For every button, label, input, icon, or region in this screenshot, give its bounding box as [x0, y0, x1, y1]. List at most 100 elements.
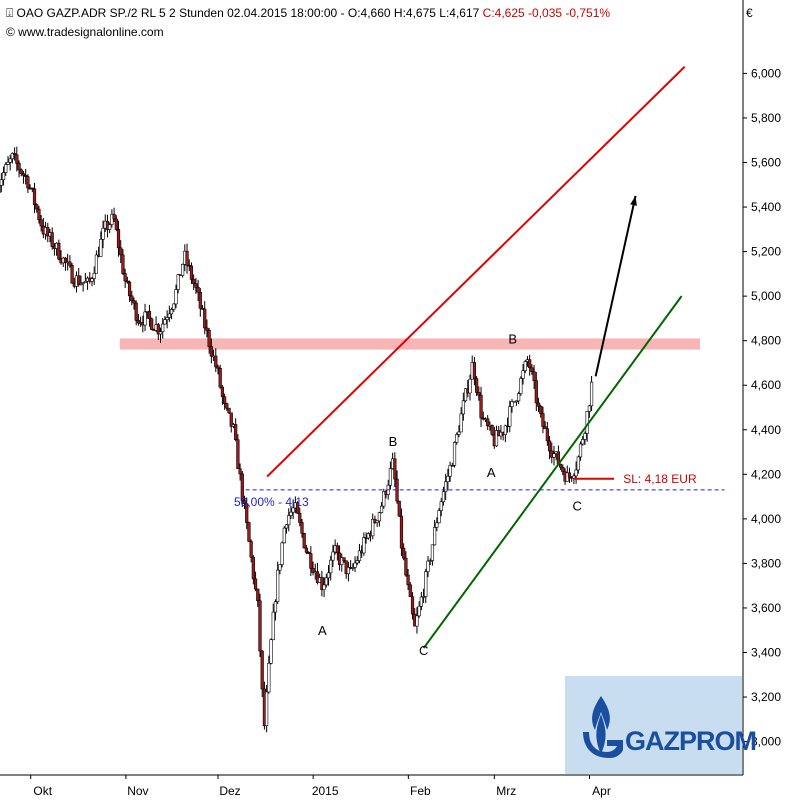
candle-body [371, 518, 375, 537]
candle-body [578, 443, 583, 458]
candle-body [68, 261, 72, 266]
x-tick-label: Apr [592, 784, 611, 798]
candle-body [57, 242, 61, 260]
candle-body [273, 601, 278, 613]
candle-body [32, 188, 37, 206]
y-tick-label: 5,800 [751, 111, 781, 125]
candle-body [534, 380, 538, 404]
candle-body [472, 362, 477, 379]
candle-body [189, 265, 194, 280]
candle-body [379, 505, 384, 513]
candle-body [181, 264, 185, 276]
candle-body [110, 213, 114, 225]
candle-body [207, 329, 211, 347]
candle-body [448, 465, 452, 477]
candle-body [99, 239, 103, 257]
candle-body [494, 430, 499, 447]
candle-body [119, 247, 123, 256]
candle-body [284, 524, 289, 529]
candle-body [249, 541, 253, 558]
projection-arrow-head [630, 195, 637, 206]
y-tick-label: 5,200 [751, 245, 781, 259]
candle-body [552, 453, 556, 458]
candle-body [265, 691, 269, 727]
candle-body [309, 553, 313, 569]
candle-body [326, 572, 331, 579]
trend-lines-layer [245, 66, 725, 649]
candle-body [267, 662, 271, 693]
lower-channel [422, 295, 683, 649]
candle-body [444, 481, 448, 492]
candle-body [320, 577, 324, 591]
candle-body [355, 560, 359, 564]
y-tick-label: 3,600 [751, 601, 781, 615]
candle-body [302, 533, 306, 549]
annotation-label: B [389, 434, 398, 449]
candle-body [276, 569, 280, 602]
candle-body [315, 571, 320, 583]
chart-header: ⍗ OAO GAZP.ADR SP./2 RL 5 2 Stunden 02.0… [6, 6, 610, 21]
candle-body [218, 367, 222, 388]
y-tick-label: 4,400 [751, 423, 781, 437]
candle-body [514, 400, 519, 403]
candle-body [433, 527, 437, 546]
candle-body [101, 227, 105, 240]
candle-body [324, 577, 328, 586]
candle-body [581, 439, 585, 445]
candle-body [517, 393, 521, 402]
candle-body [530, 367, 534, 372]
header-icon[interactable]: ⍗ [6, 6, 14, 20]
annotation-label: 50,00% - 4,13 [234, 495, 309, 509]
candle-body [468, 378, 472, 394]
resistance-zone-layer [119, 338, 701, 350]
annotation-label: A [318, 623, 327, 638]
y-tick-label: 3,000 [751, 735, 781, 749]
candle-body [114, 218, 118, 230]
candle-body [136, 320, 141, 324]
candle-body [295, 502, 300, 514]
candle-body [346, 567, 351, 575]
copyright: © www.tradesignalonline.com [6, 25, 164, 39]
candle-body [0, 179, 3, 186]
candle-body [234, 424, 238, 441]
candle-body [503, 425, 507, 436]
candle-body [508, 406, 512, 427]
gazprom-logo: GAZPROM [565, 676, 757, 774]
candle-body [406, 574, 410, 586]
candle-body [521, 370, 525, 379]
candle-body [214, 355, 218, 368]
candle-body [419, 596, 423, 607]
candle-body [441, 491, 446, 503]
y-tick-label: 3,400 [751, 646, 781, 660]
candle-body [523, 361, 527, 371]
candle-body [220, 386, 225, 398]
candle-body [156, 324, 160, 335]
candle-body [428, 560, 432, 562]
candle-body [583, 433, 587, 440]
y-tick-label: 4,000 [751, 512, 781, 526]
candle-body [532, 371, 536, 381]
annotation-label: SL: 4,18 EUR [623, 472, 697, 486]
candle-body [351, 567, 355, 569]
candle-body [37, 208, 41, 221]
candle-body [576, 456, 580, 471]
candle-body [147, 310, 152, 320]
candle-body [112, 213, 116, 220]
candle-body [287, 515, 291, 526]
candle-body [382, 490, 386, 507]
candle-body [216, 366, 220, 369]
candle-body [161, 323, 165, 332]
annotation-label: C [419, 643, 428, 658]
candle-body [375, 520, 379, 523]
candle-body [426, 560, 430, 572]
candle-body [176, 274, 180, 290]
projection-arrow [594, 195, 637, 377]
candle-body [541, 413, 545, 427]
candle-body [408, 584, 412, 597]
candle-body [123, 273, 127, 282]
annotations-layer: A B C A B C SL: 4,18 EUR 50,00% - 4,13 [234, 332, 697, 659]
candle-body [421, 596, 426, 598]
candle-body [388, 468, 393, 486]
candle-body [116, 229, 121, 249]
